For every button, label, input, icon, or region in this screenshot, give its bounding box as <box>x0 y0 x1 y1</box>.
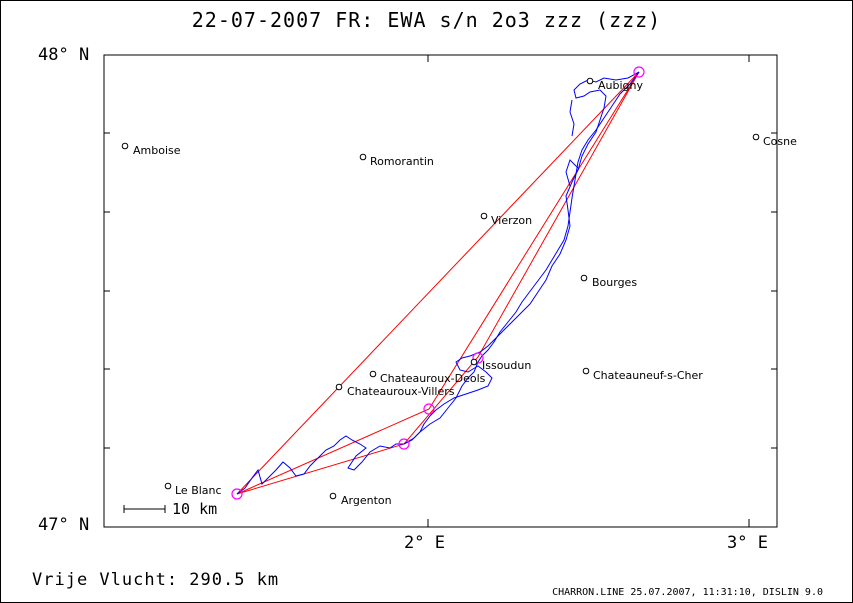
city-label-argenton: Argenton <box>341 494 392 507</box>
generator-info: CHARRON.LINE 25.07.2007, 11:31:10, DISLI… <box>552 587 823 598</box>
route-lines <box>236 71 640 495</box>
scale-bar-label: 10 km <box>172 500 218 518</box>
flight-title: 22-07-2007 FR: EWA s/n 2o3 zzz (zzz) <box>191 8 662 32</box>
y-axis-top-label: 48° N <box>38 45 90 65</box>
gps-track <box>236 71 640 495</box>
tick-marks <box>104 54 777 528</box>
city-label-amboise: Amboise <box>133 144 181 157</box>
city-label-cosne: Cosne <box>763 135 797 148</box>
turnpoint-2 <box>472 352 484 364</box>
turnpoint-start <box>231 488 243 500</box>
city-markers <box>121 77 760 500</box>
x-axis-left-label: 2° E <box>404 533 445 553</box>
city-label-bourges: Bourges <box>592 276 638 289</box>
city-label-vierzon: Vierzon <box>491 214 533 227</box>
free-flight-distance: Vrije Vlucht: 290.5 km <box>32 570 280 590</box>
city-label-aubigny: Aubigny <box>598 79 643 92</box>
city-label-issoudun: Issoudun <box>482 359 532 372</box>
city-label-chateauroux-deols: Chateauroux-Deols <box>380 372 486 385</box>
city-label-chateauroux-villers: Chateauroux-Villers <box>347 385 455 398</box>
turnpoint-1 <box>633 66 645 78</box>
city-label-romorantin: Romorantin <box>370 155 434 168</box>
map-border <box>103 54 778 528</box>
turnpoint-3 <box>423 403 435 415</box>
city-label-le-blanc: Le Blanc <box>175 484 222 497</box>
x-axis-right-label: 3° E <box>727 533 768 553</box>
city-label-chateauneuf: Chateauneuf-s-Cher <box>593 369 703 382</box>
turnpoints <box>231 66 645 500</box>
turnpoint-4 <box>398 438 410 450</box>
scale-bar <box>123 505 166 513</box>
y-axis-bottom-label: 47° N <box>38 515 90 535</box>
